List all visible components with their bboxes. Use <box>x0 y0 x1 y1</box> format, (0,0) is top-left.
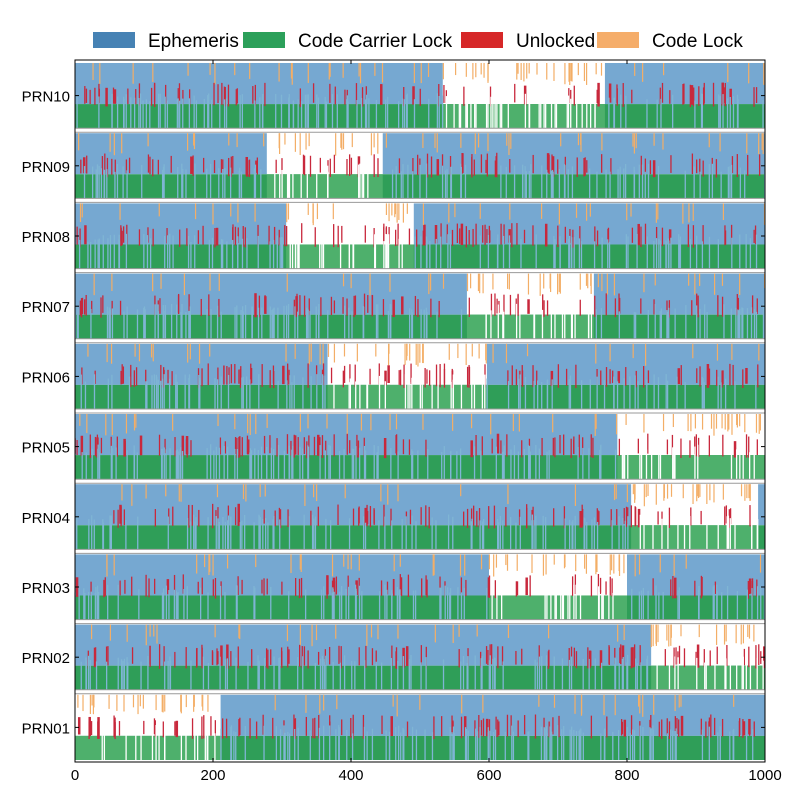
plot-frame <box>74 59 766 763</box>
y-axis: PRN10 PRN09 PRN08 PRN07 PRN06 PRN05 PRN04 PRN03… <box>22 89 765 737</box>
lane-separator <box>75 269 765 273</box>
x-tick-label: 600 <box>476 767 501 784</box>
carrier-lock-gap-bar <box>327 384 487 409</box>
y-tick-label-prn08: PRN08 <box>22 229 70 246</box>
carrier-lock-bar <box>75 665 765 690</box>
y-tick-label-prn04: PRN04 <box>22 510 70 527</box>
carrier-lock-gap-bar <box>266 174 383 199</box>
ephemeris-bar <box>382 133 765 175</box>
lane-separator <box>75 410 765 413</box>
y-tick-label-prn02: PRN02 <box>22 650 70 667</box>
x-tick-label: 800 <box>614 767 639 784</box>
carrier-lock-gap-bar <box>651 665 765 690</box>
y-tick-label-prn03: PRN03 <box>22 580 70 597</box>
lane-prn03 <box>74 554 766 620</box>
carrier-lock-gap-bar <box>489 595 627 620</box>
legend-label-code_carrier_lock: Code Carrier Lock <box>298 31 453 52</box>
legend-label-ephemeris: Ephemeris <box>148 31 239 52</box>
x-tick-label: 1000 <box>748 767 781 784</box>
lane-separator <box>75 620 765 624</box>
lane-prn04 <box>75 484 765 550</box>
lane-prn06 <box>75 343 765 409</box>
ephemeris-bar <box>758 484 765 526</box>
satellite-lanes <box>74 59 766 764</box>
carrier-lock-bar <box>75 595 765 620</box>
legend-swatch-code_carrier_lock <box>243 32 285 48</box>
ephemeris-bar <box>413 203 765 245</box>
ephemeris-bar <box>220 694 766 736</box>
lane-separator <box>75 550 765 554</box>
lane-prn09 <box>75 133 766 199</box>
legend-swatch-unlocked <box>461 32 503 48</box>
ephemeris-bar <box>593 273 765 315</box>
ephemeris-bar <box>75 273 467 315</box>
y-tick-label-prn07: PRN07 <box>22 299 70 316</box>
carrier-lock-gap-bar <box>442 104 605 129</box>
lane-prn02 <box>75 624 766 690</box>
x-tick-label: 200 <box>200 767 225 784</box>
y-tick-label-prn06: PRN06 <box>22 369 70 386</box>
lane-prn05 <box>74 414 765 480</box>
x-axis: 0 200 400 600 800 1000 <box>71 60 782 784</box>
y-tick-label-prn05: PRN05 <box>22 440 70 457</box>
x-tick-label: 0 <box>71 767 79 784</box>
lane-separator <box>75 690 765 694</box>
ephemeris-bar <box>75 624 652 666</box>
legend-label-unlocked: Unlocked <box>516 31 595 52</box>
ephemeris-bar <box>604 63 765 105</box>
ephemeris-bar <box>627 554 765 596</box>
legend-swatch-ephemeris <box>93 32 135 48</box>
legend: Ephemeris Code Carrier Lock Unlocked Code L… <box>93 31 743 52</box>
legend-swatch-code_lock <box>597 32 639 48</box>
x-tick-label: 400 <box>338 767 363 784</box>
lane-separator <box>75 480 765 484</box>
carrier-lock-gap-bar <box>75 735 221 760</box>
legend-label-code_lock: Code Lock <box>652 31 743 52</box>
lane-separator <box>75 339 765 343</box>
lane-prn08 <box>75 203 766 269</box>
lane-separator <box>75 199 765 203</box>
carrier-lock-bar <box>75 244 765 269</box>
y-tick-label-prn09: PRN09 <box>22 159 70 176</box>
lane-prn07 <box>74 273 766 339</box>
carrier-lock-gap-bar <box>631 525 759 550</box>
lane-separator <box>75 129 765 133</box>
lane-prn10 <box>75 63 765 129</box>
lane-prn01 <box>75 694 766 760</box>
y-tick-label-prn01: PRN01 <box>22 720 70 737</box>
ephemeris-bar <box>75 203 287 245</box>
y-tick-label-prn10: PRN10 <box>22 89 70 106</box>
